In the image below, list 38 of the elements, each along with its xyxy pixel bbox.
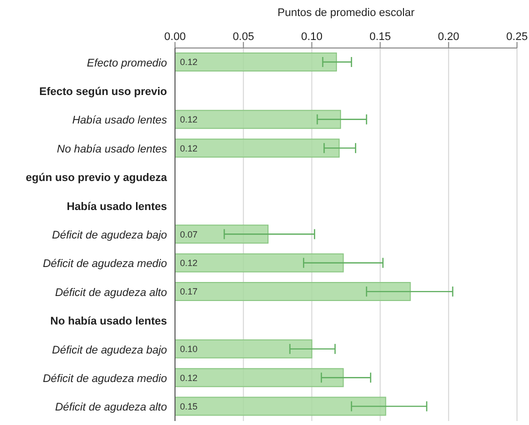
y-tick-label: No había usado lentes xyxy=(50,316,167,328)
y-tick-label: Había usado lentes xyxy=(66,200,167,213)
data-label: 0.12 xyxy=(180,372,198,383)
data-label: 0.10 xyxy=(180,344,198,354)
data-label: 0.12 xyxy=(180,57,198,68)
y-tick-label: egún uso previo y agudeza xyxy=(26,172,168,184)
x-tick-label: 0.20 xyxy=(438,31,460,43)
x-tick-label: 0.05 xyxy=(232,31,254,43)
y-tick-label: Déficit de agudeza bajo xyxy=(52,344,167,356)
x-tick-label: 0.00 xyxy=(164,31,186,43)
x-tick-label: 0.15 xyxy=(369,31,391,43)
x-axis-title: Puntos de promedio escolar xyxy=(278,6,415,19)
y-tick-label: Déficit de agudeza alto xyxy=(55,402,167,414)
data-label: 0.12 xyxy=(180,258,198,268)
bar xyxy=(175,396,386,416)
bar xyxy=(175,253,344,272)
y-tick-label: Déficit de agudeza medio xyxy=(42,258,167,270)
x-tick-label: 0.10 xyxy=(301,31,323,43)
y-tick-label: Déficit de agudeza alto xyxy=(55,286,167,299)
y-tick-label: No había usado lentes xyxy=(56,143,168,156)
bar xyxy=(175,110,342,129)
bar xyxy=(175,282,411,302)
y-tick-label: Había usado lentes xyxy=(72,114,168,127)
y-tick-label: Efecto promedio xyxy=(86,57,167,70)
data-label: 0.12 xyxy=(180,114,198,125)
bar xyxy=(175,138,340,158)
y-tick-label: Efecto según uso previo xyxy=(39,86,168,98)
bar xyxy=(175,52,337,72)
data-label: 0.12 xyxy=(180,143,198,154)
y-tick-label: Déficit de agudeza medio xyxy=(42,372,167,385)
bar xyxy=(175,339,312,358)
data-label: 0.15 xyxy=(180,402,198,412)
x-tick-label: 0.25 xyxy=(506,31,528,43)
bar xyxy=(175,224,269,244)
y-tick-label: Déficit de agudeza bajo xyxy=(52,230,167,242)
data-label: 0.07 xyxy=(180,229,198,240)
data-label: 0.17 xyxy=(180,286,198,297)
bar xyxy=(175,368,344,388)
